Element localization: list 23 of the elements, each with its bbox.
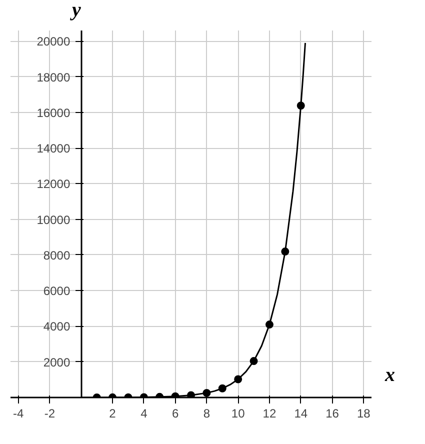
y-tick-label: 10000 [36, 212, 70, 227]
x-axis-title: x [385, 364, 395, 386]
x-tick-label: 10 [231, 406, 246, 420]
x-tick-label: 14 [294, 406, 308, 420]
y-tick-label: 8000 [43, 248, 70, 262]
x-tick-label: -2 [44, 406, 56, 420]
y-tick-label: 4000 [43, 320, 70, 334]
y-tick-label: 2000 [43, 355, 70, 370]
y-tick-label: 18000 [36, 70, 70, 84]
y-tick-label: 16000 [36, 106, 70, 120]
x-tick-label: 12 [262, 406, 276, 420]
x-tick-label: 2 [109, 406, 116, 420]
x-tick-label: -4 [13, 406, 24, 420]
y-tick-label: 12000 [36, 177, 70, 192]
x-tick-label: 6 [172, 406, 179, 420]
x-tick-label: 18 [356, 406, 371, 420]
x-tick-label: 16 [326, 406, 340, 420]
y-tick-label: 20000 [36, 34, 70, 49]
y-axis-title: y [72, 0, 81, 21]
y-tick-label: 6000 [43, 284, 70, 298]
x-tick-label: 8 [203, 406, 210, 420]
x-tick-label: 4 [140, 406, 148, 420]
y-tick-label: 14000 [36, 142, 70, 156]
